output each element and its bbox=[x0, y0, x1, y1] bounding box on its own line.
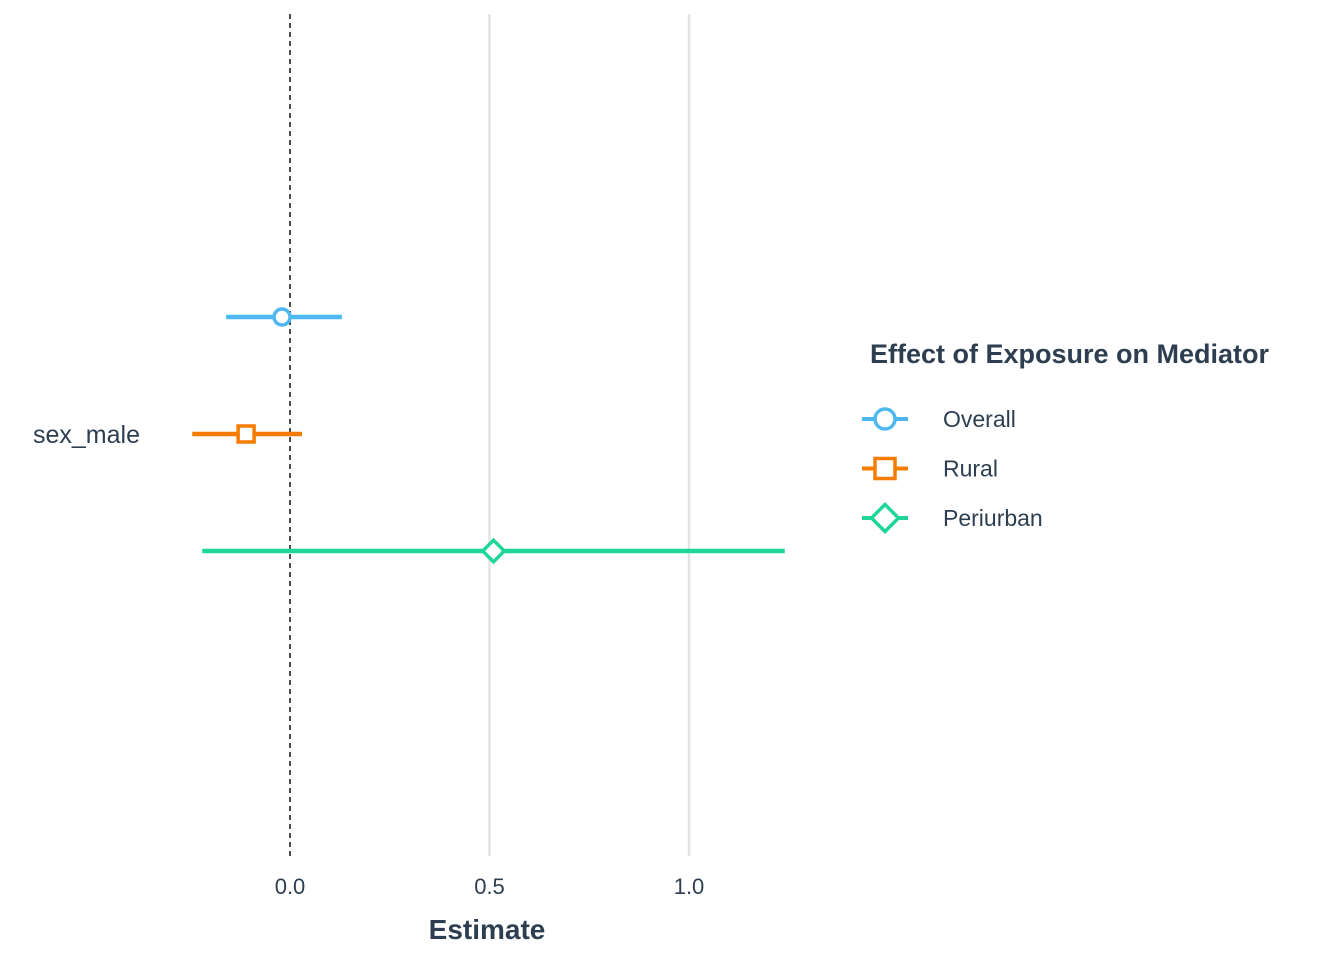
y-axis-category-labels: sex_male bbox=[33, 421, 140, 449]
x-tick-label: 1.0 bbox=[674, 874, 705, 899]
legend-items: Overall Rural Periurban bbox=[862, 406, 1043, 534]
legend-title: Effect of Exposure on Mediator bbox=[870, 339, 1270, 369]
legend-label-periurban: Periurban bbox=[943, 505, 1043, 531]
estimate-marks bbox=[192, 307, 785, 565]
y-category-label: sex_male bbox=[33, 421, 140, 449]
legend-label-rural: Rural bbox=[943, 456, 998, 482]
point-estimate-periurban bbox=[480, 537, 507, 565]
legend-item-rural: Rural bbox=[862, 456, 998, 482]
legend-key-square-icon bbox=[873, 456, 897, 481]
point-estimate-overall bbox=[272, 307, 292, 327]
point-estimate-rural bbox=[236, 424, 256, 444]
x-axis-title: Estimate bbox=[429, 914, 546, 945]
legend-item-overall: Overall bbox=[862, 406, 1016, 432]
legend-key-diamond-icon bbox=[869, 502, 901, 534]
series-overall bbox=[226, 307, 342, 327]
legend: Effect of Exposure on Mediator Overall Ru… bbox=[862, 339, 1270, 534]
legend-label-overall: Overall bbox=[943, 406, 1016, 432]
x-tick-label: 0.5 bbox=[474, 874, 505, 899]
series-rural bbox=[192, 424, 302, 444]
x-tick-label: 0.0 bbox=[275, 874, 306, 899]
legend-item-periurban: Periurban bbox=[862, 502, 1043, 534]
legend-key-circle-icon bbox=[873, 407, 897, 431]
grid-lines bbox=[488, 14, 691, 856]
x-axis-tick-labels: 0.0 0.5 1.0 bbox=[275, 874, 705, 899]
series-periurban bbox=[202, 537, 785, 565]
